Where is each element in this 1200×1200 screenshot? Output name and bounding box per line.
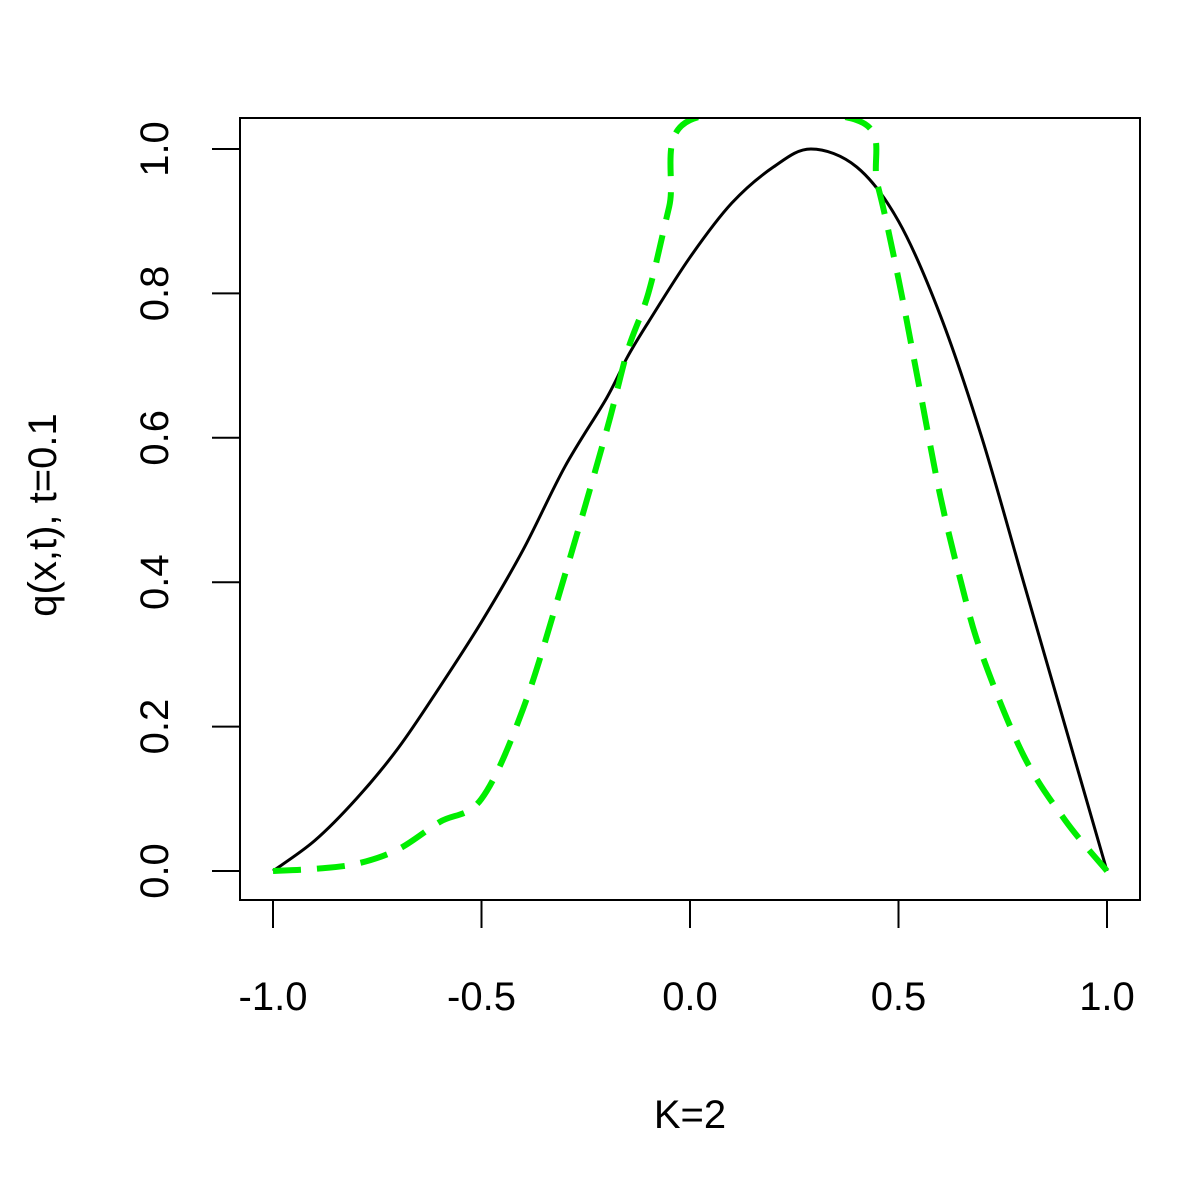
y-tick-label: 0.6 <box>133 410 177 466</box>
dashed-green-series-line <box>272 118 1110 874</box>
y-tick-label: 0.4 <box>133 554 177 610</box>
y-tick-label: 0.2 <box>133 699 177 755</box>
x-tick-label: 1.0 <box>1079 975 1135 1019</box>
x-tick-label: 0.5 <box>871 975 927 1019</box>
y-tick-label: 0.8 <box>133 266 177 322</box>
y-tick-label: 0.0 <box>133 843 177 899</box>
x-tick-label: -1.0 <box>239 975 308 1019</box>
series-layer <box>272 118 1110 874</box>
x-tick-label: -0.5 <box>447 975 516 1019</box>
y-axis: 0.0 0.2 0.4 0.6 0.8 1.0 <box>133 121 241 899</box>
x-axis: -1.0 -0.5 0.0 0.5 1.0 <box>239 899 1135 1019</box>
solid-black-series-line <box>272 147 1109 873</box>
x-tick-label: 0.0 <box>662 975 718 1019</box>
y-axis-label: q(x,t), t=0.1 <box>21 413 65 616</box>
x-axis-label: K=2 <box>654 1093 726 1137</box>
plot-frame <box>239 117 1141 901</box>
y-tick-label: 1.0 <box>133 121 177 177</box>
